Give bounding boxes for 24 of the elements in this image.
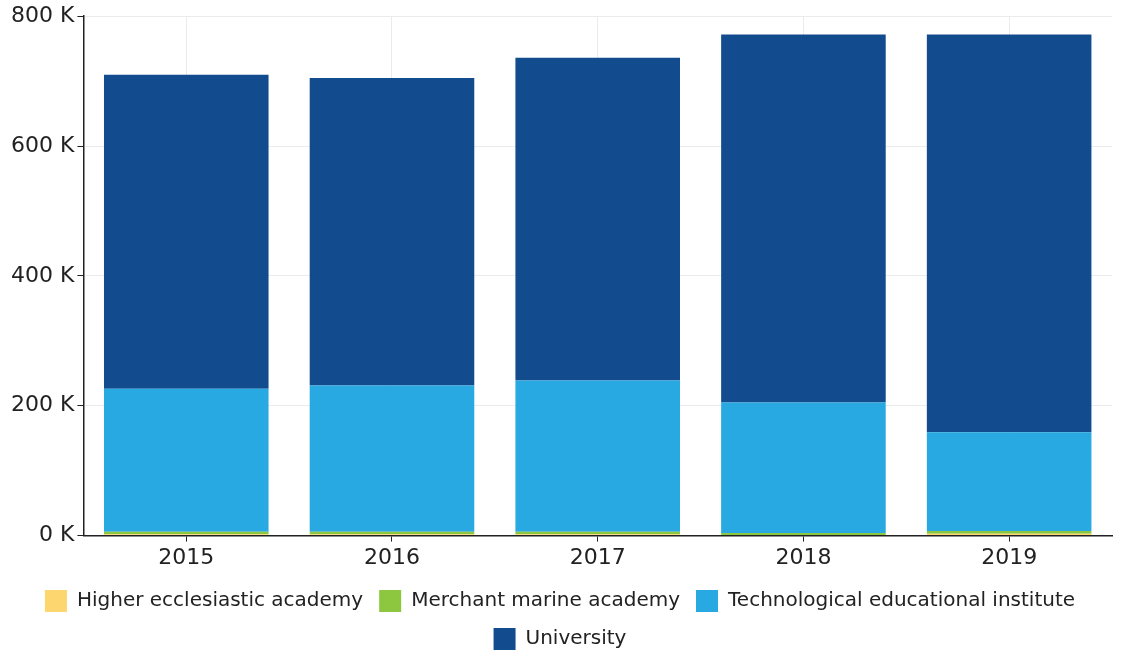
x-tick-label: 2016 [363, 543, 420, 569]
bar [515, 380, 680, 532]
legend-label: Technological educational institute [727, 587, 1076, 612]
bar [926, 34, 1092, 433]
x-tick-label: 2018 [775, 543, 832, 569]
bar [103, 388, 269, 532]
bar [103, 74, 269, 389]
bar [926, 432, 1092, 532]
bar [309, 385, 475, 532]
y-tick-label: 200 K [10, 391, 75, 417]
y-tick-label: 400 K [10, 261, 75, 287]
y-tick-label: 800 K [10, 1, 75, 27]
legend-label: University [525, 625, 627, 650]
x-tick-label: 2017 [569, 543, 626, 569]
y-tick-label: 0 K [38, 521, 75, 547]
legend-label: Higher ecclesiastic academy [76, 587, 364, 612]
x-tick-label: 2015 [158, 543, 215, 569]
x-tick-label: 2019 [981, 543, 1038, 569]
legend-label: Merchant marine academy [411, 587, 681, 612]
y-tick-label: 600 K [10, 131, 75, 157]
bar [515, 57, 680, 381]
bar [309, 77, 475, 386]
bar [721, 402, 886, 533]
bar [721, 34, 886, 403]
